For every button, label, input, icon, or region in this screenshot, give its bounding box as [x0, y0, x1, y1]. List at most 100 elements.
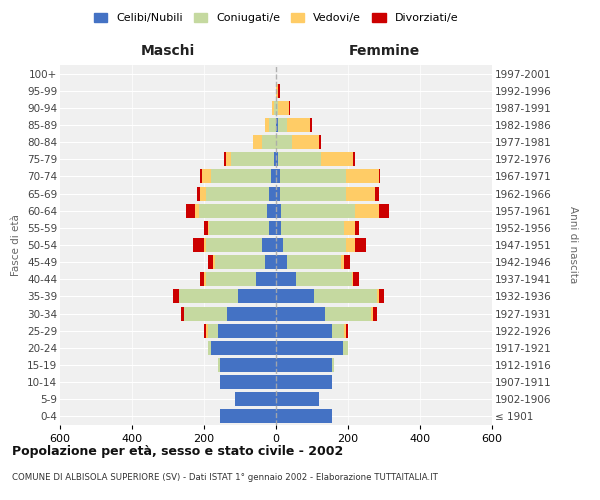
Bar: [373, 306, 377, 320]
Bar: [379, 204, 389, 218]
Bar: [276, 392, 319, 406]
Bar: [346, 238, 355, 252]
Bar: [209, 221, 269, 235]
Bar: [269, 186, 276, 200]
Bar: [253, 135, 262, 149]
Bar: [346, 186, 375, 200]
Bar: [278, 118, 287, 132]
Bar: [204, 238, 206, 252]
Bar: [204, 324, 206, 338]
Bar: [276, 152, 278, 166]
Bar: [274, 101, 276, 115]
Bar: [193, 238, 204, 252]
Bar: [341, 255, 344, 269]
Bar: [204, 221, 208, 235]
Bar: [200, 186, 206, 200]
Bar: [238, 290, 276, 304]
Bar: [276, 186, 280, 200]
Bar: [278, 84, 280, 98]
Bar: [332, 324, 344, 338]
Bar: [280, 186, 346, 200]
Bar: [199, 204, 267, 218]
Bar: [276, 135, 292, 149]
Bar: [220, 358, 276, 372]
Bar: [265, 118, 269, 132]
Bar: [281, 204, 355, 218]
Bar: [310, 118, 312, 132]
Bar: [276, 221, 281, 235]
Bar: [269, 221, 276, 235]
Bar: [276, 101, 278, 115]
Bar: [355, 221, 359, 235]
Bar: [220, 375, 276, 389]
Bar: [267, 204, 276, 218]
Bar: [276, 170, 280, 183]
Text: COMUNE DI ALBISOLA SUPERIORE (SV) - Dati ISTAT 1° gennaio 2002 - Elaborazione TU: COMUNE DI ALBISOLA SUPERIORE (SV) - Dati…: [12, 472, 438, 482]
Bar: [344, 324, 346, 338]
Bar: [271, 170, 276, 183]
Bar: [220, 410, 276, 424]
Bar: [287, 118, 310, 132]
Bar: [208, 255, 213, 269]
Bar: [227, 306, 276, 320]
Bar: [332, 358, 334, 372]
Bar: [184, 306, 227, 320]
Bar: [173, 290, 179, 304]
Bar: [276, 290, 314, 304]
Bar: [292, 135, 319, 149]
Bar: [195, 204, 199, 218]
Bar: [272, 101, 274, 115]
Bar: [355, 238, 366, 252]
Bar: [321, 152, 353, 166]
Bar: [200, 272, 204, 286]
Bar: [231, 152, 274, 166]
Bar: [197, 186, 200, 200]
Bar: [276, 84, 278, 98]
Bar: [206, 238, 262, 252]
Bar: [218, 324, 276, 338]
Bar: [319, 135, 321, 149]
Bar: [296, 272, 352, 286]
Bar: [276, 375, 332, 389]
Bar: [206, 186, 269, 200]
Bar: [265, 255, 276, 269]
Bar: [208, 221, 209, 235]
Bar: [346, 324, 348, 338]
Bar: [276, 324, 332, 338]
Bar: [269, 118, 276, 132]
Legend: Celibi/Nubili, Coniugati/e, Vedovi/e, Divorziati/e: Celibi/Nubili, Coniugati/e, Vedovi/e, Di…: [89, 8, 463, 28]
Bar: [179, 290, 238, 304]
Bar: [218, 358, 220, 372]
Bar: [262, 238, 276, 252]
Bar: [346, 170, 379, 183]
Bar: [208, 341, 211, 355]
Bar: [276, 306, 325, 320]
Bar: [256, 272, 276, 286]
Bar: [375, 186, 379, 200]
Bar: [186, 204, 195, 218]
Bar: [206, 272, 256, 286]
Bar: [211, 170, 271, 183]
Bar: [353, 152, 355, 166]
Bar: [281, 221, 344, 235]
Bar: [208, 324, 218, 338]
Bar: [377, 290, 379, 304]
Bar: [280, 170, 346, 183]
Text: Popolazione per età, sesso e stato civile - 2002: Popolazione per età, sesso e stato civil…: [12, 445, 343, 458]
Bar: [283, 238, 346, 252]
Bar: [200, 170, 202, 183]
Text: Maschi: Maschi: [141, 44, 195, 58]
Bar: [213, 255, 215, 269]
Bar: [276, 272, 296, 286]
Bar: [289, 101, 290, 115]
Bar: [344, 255, 350, 269]
Bar: [314, 290, 377, 304]
Bar: [379, 170, 380, 183]
Bar: [325, 306, 371, 320]
Bar: [353, 272, 359, 286]
Bar: [276, 255, 287, 269]
Bar: [276, 341, 343, 355]
Bar: [352, 272, 353, 286]
Bar: [202, 170, 211, 183]
Bar: [343, 341, 348, 355]
